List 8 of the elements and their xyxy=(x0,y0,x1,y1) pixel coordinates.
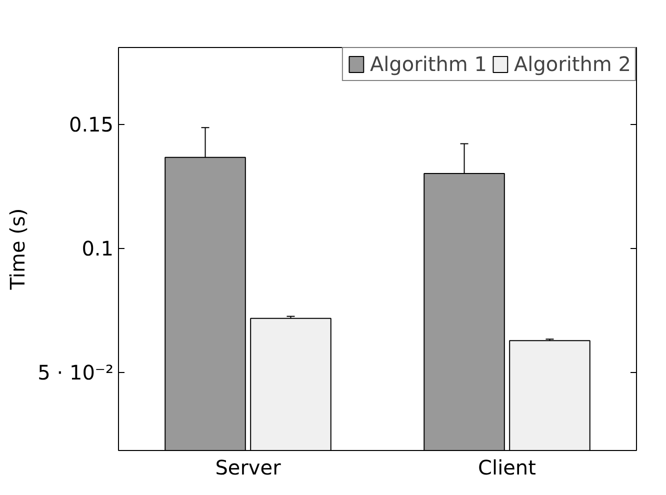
x-tick-label: Client xyxy=(478,456,536,480)
y-tick-label: 0.15 xyxy=(68,112,114,136)
y-tick-label: 0.1 xyxy=(82,236,114,260)
legend-label: Algorithm 2 xyxy=(514,52,631,76)
x-tick-label: Server xyxy=(215,456,282,480)
legend-label: Algorithm 1 xyxy=(370,52,487,76)
y-axis-title: Time (s) xyxy=(6,208,30,291)
y-tick-label: 5 · 10⁻² xyxy=(38,360,114,384)
